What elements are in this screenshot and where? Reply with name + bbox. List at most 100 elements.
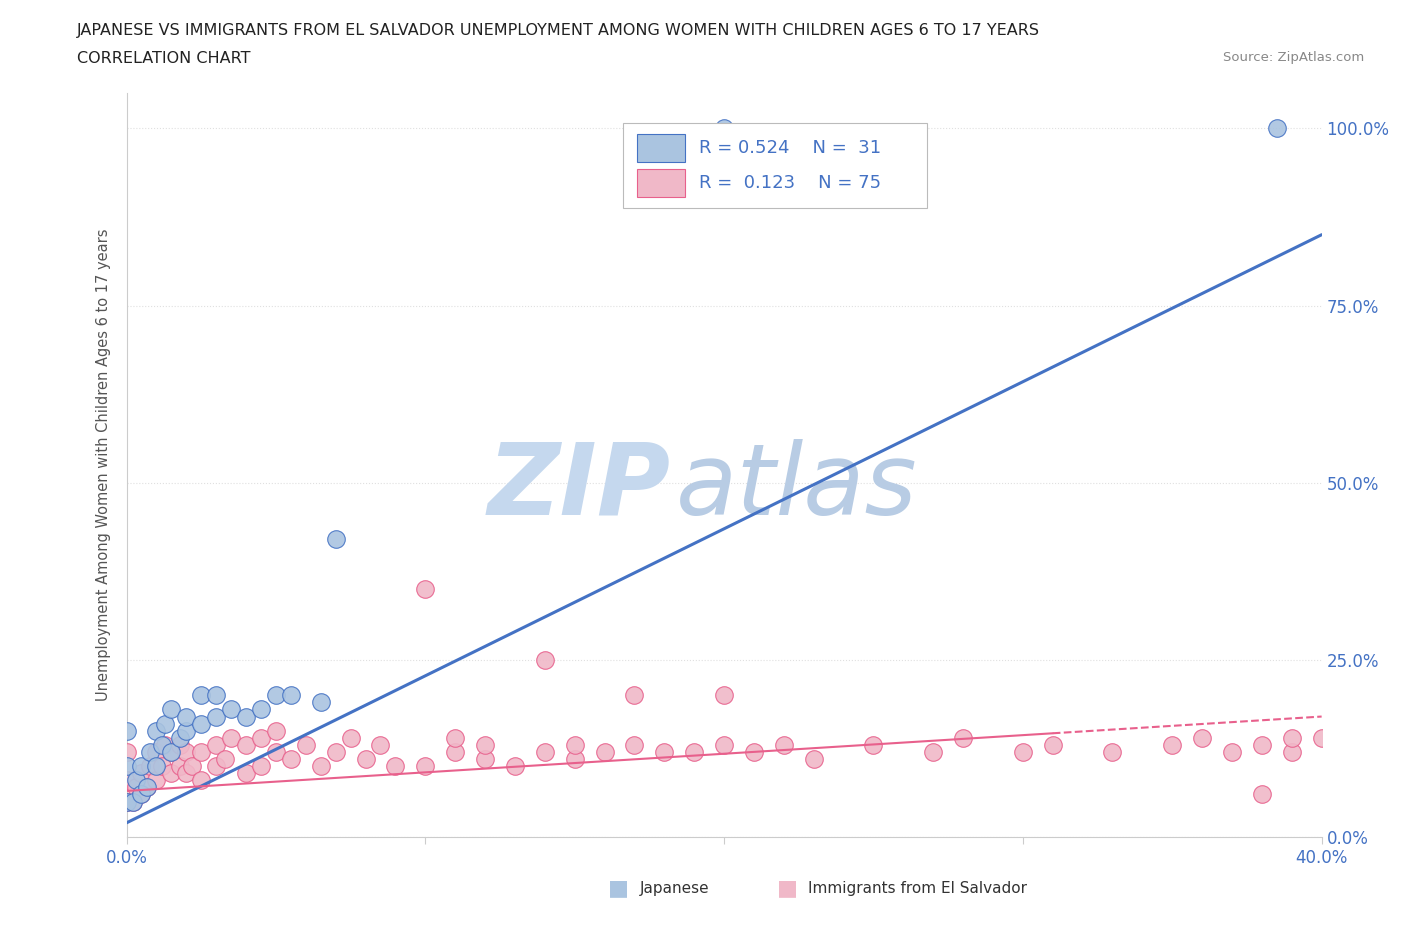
Point [136,780,159,795]
Point [280,688,302,703]
Point [339,730,361,745]
Point [1251,737,1274,752]
Text: JAPANESE VS IMMIGRANTS FROM EL SALVADOR UNEMPLOYMENT AMONG WOMEN WITH CHILDREN A: JAPANESE VS IMMIGRANTS FROM EL SALVADOR … [77,23,1040,38]
Point [115,794,138,809]
Point [131,787,153,802]
Point [174,745,197,760]
Point [139,759,162,774]
Point [121,794,143,809]
Point [160,702,183,717]
Point [503,759,526,774]
Point [136,780,159,795]
Point [219,702,242,717]
Point [1265,121,1288,136]
Text: ■: ■ [609,878,628,898]
Point [115,794,138,809]
Point [264,745,287,760]
Point [415,759,437,774]
Point [219,730,242,745]
Text: R = 0.524    N =  31: R = 0.524 N = 31 [699,140,882,157]
Point [803,751,825,766]
Text: ZIP: ZIP [488,439,671,536]
Point [1011,745,1033,760]
Point [174,724,197,738]
Point [862,737,884,752]
Point [169,759,191,774]
Point [115,759,138,774]
Point [235,737,257,752]
Text: ■: ■ [778,878,797,898]
Point [250,759,273,774]
Point [131,787,153,802]
Point [174,765,197,780]
Text: CORRELATION CHART: CORRELATION CHART [77,51,250,66]
Point [623,688,645,703]
Point [713,737,735,752]
Text: R =  0.123    N = 75: R = 0.123 N = 75 [699,174,882,192]
Point [652,745,675,760]
Point [115,745,138,760]
Point [922,745,945,760]
Point [309,759,332,774]
Point [444,730,467,745]
Point [474,751,496,766]
Point [742,745,765,760]
Point [160,745,183,760]
Point [534,745,557,760]
Point [160,765,183,780]
Point [190,745,212,760]
Point [1281,745,1303,760]
Point [1251,787,1274,802]
FancyBboxPatch shape [623,123,927,208]
Point [145,745,167,760]
Point [250,702,273,717]
Point [264,688,287,703]
Point [181,759,204,774]
Point [145,759,167,774]
Point [205,737,228,752]
Point [534,653,557,668]
Point [623,737,645,752]
Point [370,737,392,752]
Point [235,765,257,780]
Text: Immigrants from El Salvador: Immigrants from El Salvador [808,881,1028,896]
Point [169,730,191,745]
Point [214,751,236,766]
Point [205,759,228,774]
Point [564,751,586,766]
Point [131,759,153,774]
Bar [637,169,685,197]
Point [115,724,138,738]
Text: Source: ZipAtlas.com: Source: ZipAtlas.com [1223,51,1364,64]
Point [160,745,183,760]
Point [264,724,287,738]
Point [190,773,212,788]
Point [1161,737,1184,752]
Point [121,794,143,809]
Point [152,737,174,752]
Point [294,737,316,752]
Point [1310,730,1333,745]
Point [152,759,174,774]
Point [115,773,138,788]
Point [131,765,153,780]
Point [384,759,406,774]
Point [205,688,228,703]
Point [713,688,735,703]
Point [124,773,146,788]
Point [145,773,167,788]
Point [354,751,377,766]
Point [1042,737,1064,752]
Point [205,709,228,724]
Point [1191,730,1213,745]
Point [1281,730,1303,745]
Point [593,745,616,760]
Point [1220,745,1243,760]
Bar [637,134,685,162]
Point [773,737,796,752]
Point [235,709,257,724]
Point [190,716,212,731]
Text: atlas: atlas [676,439,918,536]
Point [683,745,706,760]
Point [139,745,162,760]
